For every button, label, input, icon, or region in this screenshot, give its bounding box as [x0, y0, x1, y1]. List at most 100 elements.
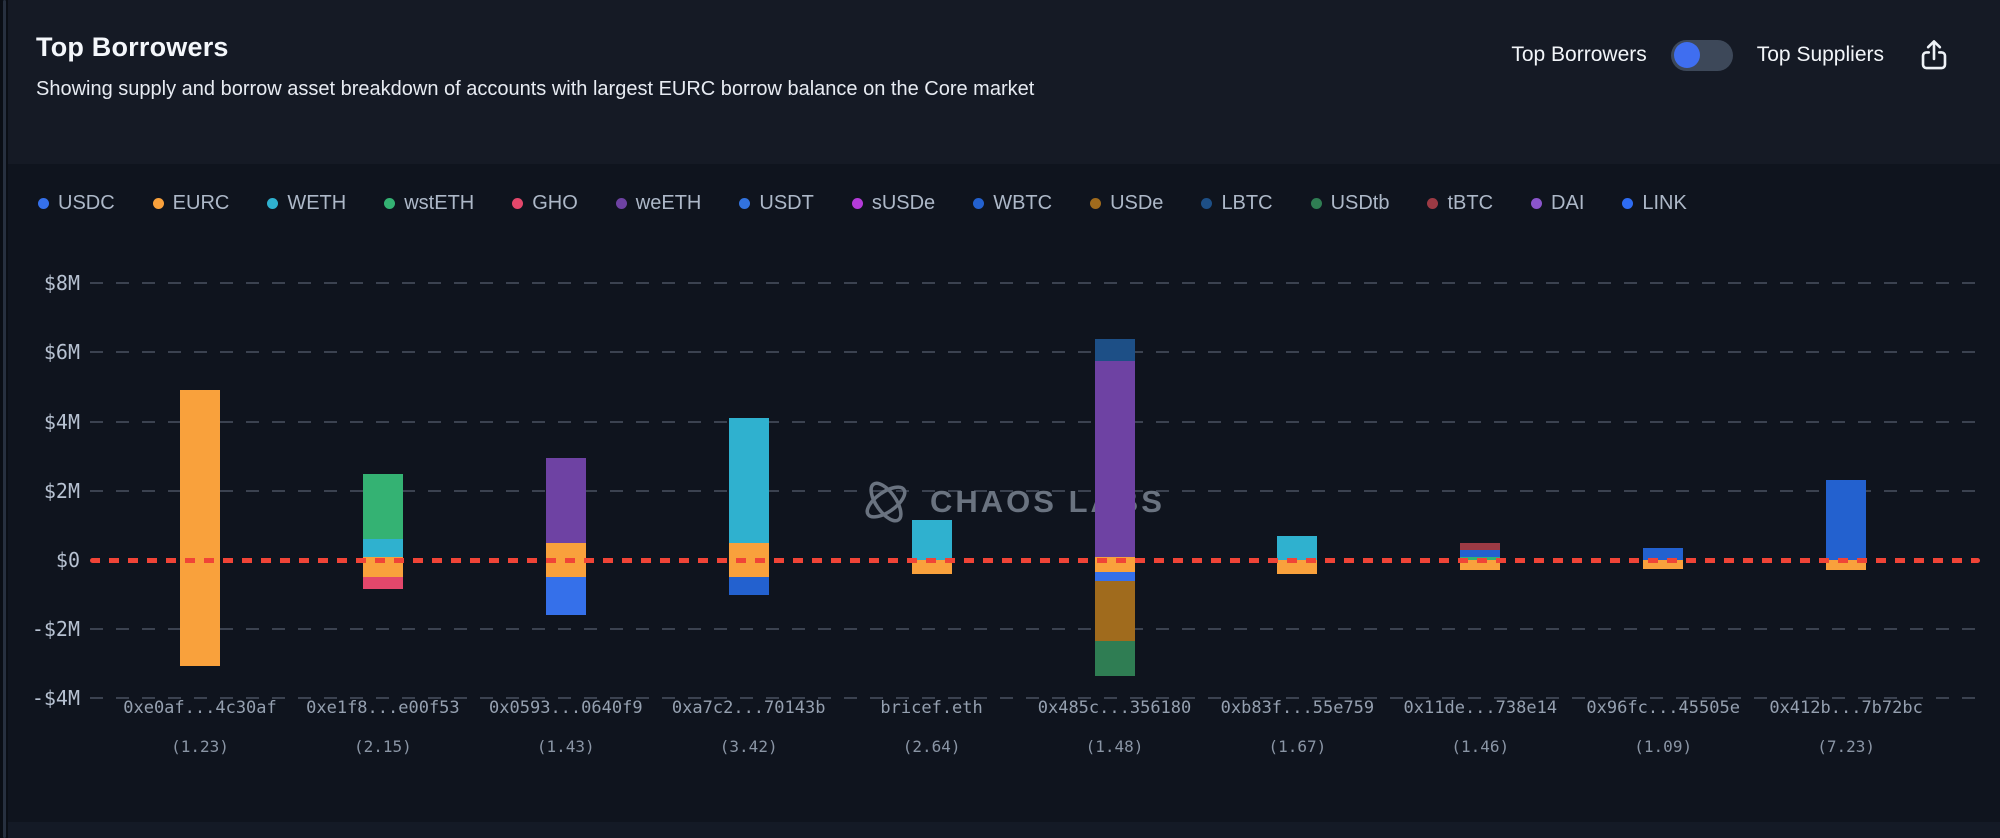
legend-item-LINK[interactable]: LINK	[1622, 192, 1687, 215]
legend-item-DAI[interactable]: DAI	[1531, 192, 1584, 215]
bar-segment-supply-WETH[interactable]	[362, 539, 403, 557]
account-label[interactable]: 0xa7c2...70143b	[671, 698, 826, 718]
asset-color-dot	[615, 198, 627, 209]
legend-item-USDT[interactable]: USDT	[739, 192, 814, 215]
gridline	[90, 282, 1980, 285]
account-label[interactable]: 0xb83f...55e759	[1220, 698, 1375, 718]
bar-segment-borrow-EURC[interactable]	[1826, 560, 1867, 571]
legend-label: WETH	[287, 192, 347, 214]
share-button[interactable]	[1918, 38, 1950, 72]
bar-segment-borrow-GHO[interactable]	[362, 577, 403, 590]
legend-label: WBTC	[993, 192, 1053, 214]
bar-segment-borrow-USDtb[interactable]	[1094, 641, 1135, 676]
legend-label: USDC	[58, 192, 115, 214]
legend-item-wstETH[interactable]: wstETH	[384, 192, 474, 215]
page-title: Top Borrowers	[36, 32, 229, 62]
account-label[interactable]: 0x412b...7b72bc	[1769, 698, 1923, 718]
toggle-label-top-borrowers[interactable]: Top Borrowers	[1511, 43, 1647, 66]
legend-label: tBTC	[1447, 192, 1494, 214]
bar-segment-borrow-EURC[interactable]	[362, 560, 403, 578]
account-label[interactable]: 0xe0af...4c30af	[123, 698, 277, 718]
legend-label: sUSDe	[871, 192, 936, 214]
toggle-knob	[1673, 42, 1700, 68]
legend-item-WETH[interactable]: WETH	[267, 192, 346, 215]
left-edge-scrollbar[interactable]	[3, 0, 6, 838]
account-label[interactable]: bricef.eth	[880, 698, 983, 718]
bar-segment-supply-WETH[interactable]	[728, 418, 769, 543]
legend-label: USDtb	[1330, 192, 1390, 214]
account-label[interactable]: 0x485c...356180	[1037, 698, 1192, 718]
legend-label: DAI	[1551, 192, 1585, 214]
bar-segment-supply-LBTC[interactable]	[1094, 338, 1135, 362]
legend-label: wstETH	[404, 192, 475, 214]
health-factor-label: (2.15)	[353, 737, 412, 756]
account-label[interactable]: 0x0593...0640f9	[489, 698, 643, 718]
chaos-labs-logo-icon	[865, 481, 907, 523]
legend-item-sUSDe[interactable]: sUSDe	[851, 192, 936, 215]
bar-segment-borrow-WBTC[interactable]	[728, 577, 769, 595]
health-factor-label: (1.46)	[1451, 737, 1510, 756]
bar-segment-borrow-EURC[interactable]	[180, 560, 220, 666]
bar-segment-supply-WETH[interactable]	[911, 520, 952, 560]
gridline	[90, 351, 1980, 354]
bar-segment-borrow-EURC[interactable]	[1643, 560, 1684, 570]
legend-item-GHO[interactable]: GHO	[512, 192, 578, 215]
y-tick-label: $0	[55, 548, 80, 572]
asset-color-dot	[384, 198, 396, 209]
asset-color-dot	[38, 198, 49, 209]
bar-segment-borrow-EURC[interactable]	[1094, 560, 1135, 573]
legend-item-USDC[interactable]: USDC	[38, 192, 115, 215]
bar-segment-supply-wstETH[interactable]	[362, 473, 403, 540]
bar-segment-supply-WBTC[interactable]	[1643, 547, 1684, 560]
asset-color-dot	[1090, 198, 1102, 209]
borrowers-suppliers-toggle[interactable]	[1670, 39, 1733, 71]
share-export-icon	[1921, 40, 1947, 70]
bar-segment-supply-WBTC[interactable]	[1826, 480, 1867, 560]
legend-label: USDT	[759, 192, 814, 214]
legend-label: EURC	[172, 192, 230, 214]
bar-segment-borrow-USDe[interactable]	[1094, 580, 1135, 642]
health-factor-label: (1.67)	[1268, 737, 1327, 756]
legend-item-EURC[interactable]: EURC	[152, 192, 230, 215]
bar-segment-supply-tBTC[interactable]	[1460, 542, 1501, 550]
y-tick-label: -$4M	[31, 686, 80, 711]
y-tick-label: $4M	[43, 409, 80, 434]
header-titles: Top Borrowers Showing supply and borrow …	[36, 32, 1034, 101]
legend-label: GHO	[532, 192, 578, 214]
health-factor-label: (1.43)	[536, 737, 595, 756]
health-factor-label: (2.64)	[902, 737, 961, 756]
legend-item-tBTC[interactable]: tBTC	[1427, 192, 1493, 215]
asset-color-dot	[1622, 198, 1634, 209]
bar-segment-supply-EURC[interactable]	[728, 542, 769, 560]
asset-color-dot	[739, 198, 751, 209]
chart-header: Top Borrowers Showing supply and borrow …	[8, 0, 2000, 164]
legend-item-USDtb[interactable]: USDtb	[1310, 192, 1390, 215]
bar-segment-borrow-EURC[interactable]	[1460, 560, 1501, 571]
toggle-label-top-suppliers[interactable]: Top Suppliers	[1756, 43, 1884, 66]
account-label[interactable]: 0x11de...738e14	[1403, 698, 1558, 718]
bar-segment-supply-weETH[interactable]	[545, 457, 586, 543]
bar-segment-borrow-EURC[interactable]	[1277, 560, 1318, 574]
legend-item-weETH[interactable]: weETH	[615, 192, 701, 215]
plot-area: CHAOS LABS 0xe0af...4c30af (1.23) 0xe1f8..…	[90, 250, 1980, 756]
legend-item-LBTC[interactable]: LBTC	[1201, 192, 1273, 215]
bar-segment-supply-EURC[interactable]	[545, 542, 586, 560]
bar-segment-borrow-USDC[interactable]	[1094, 572, 1135, 581]
asset-color-dot	[1201, 198, 1213, 209]
bar-segment-supply-WBTC[interactable]	[1460, 549, 1501, 557]
bar-segment-supply-WETH[interactable]	[1277, 535, 1318, 560]
legend-item-WBTC[interactable]: WBTC	[973, 192, 1052, 215]
gridline	[90, 628, 1980, 631]
account-label[interactable]: 0xe1f8...e00f53	[306, 698, 460, 718]
bar-segment-borrow-EURC[interactable]	[545, 560, 586, 578]
account-label[interactable]: 0x96fc...45505e	[1586, 698, 1740, 718]
bar-segment-supply-weETH[interactable]	[1094, 361, 1135, 557]
bar-segment-borrow-USDC[interactable]	[545, 577, 586, 616]
bar-segment-borrow-EURC[interactable]	[728, 560, 769, 578]
y-axis: $8M $6M $4M $2M $0 -$2M -$4M	[8, 250, 80, 720]
legend-label: LINK	[1642, 192, 1687, 214]
bar-segment-supply-EURC[interactable]	[180, 390, 220, 560]
legend-item-USDe[interactable]: USDe	[1090, 192, 1163, 215]
card-bottom-band	[8, 822, 2000, 838]
bar-segment-borrow-EURC[interactable]	[911, 560, 952, 574]
